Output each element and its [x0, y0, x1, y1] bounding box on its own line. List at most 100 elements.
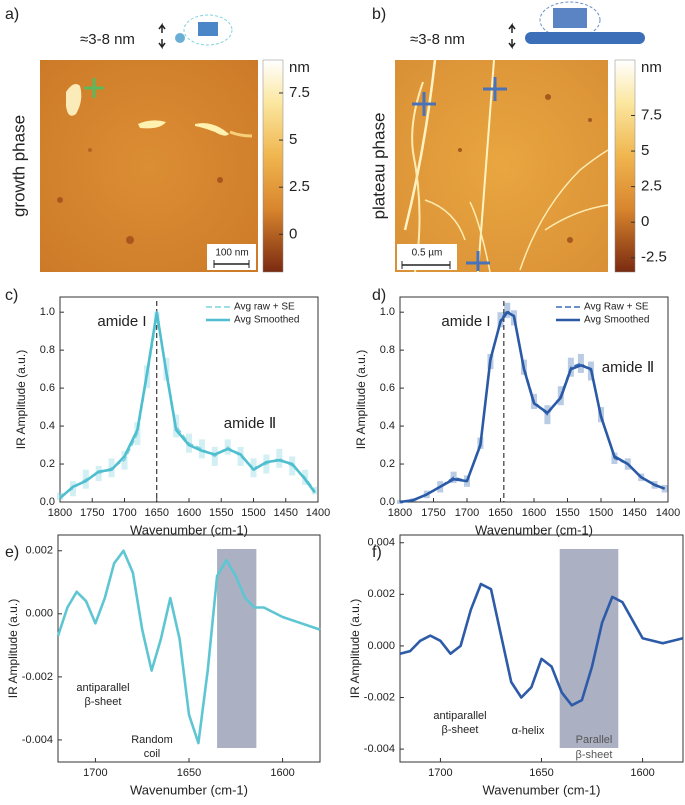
- afm-image: [40, 60, 258, 272]
- x-tick-label: 1600: [177, 507, 201, 519]
- annotation: α-helix: [512, 725, 545, 737]
- colorbar-tick-label: -2.5: [641, 249, 667, 266]
- shaded-region: [559, 549, 619, 748]
- annotation: β-sheet: [576, 749, 613, 761]
- y-axis-label: IR Amplitude (a.u.): [348, 599, 362, 698]
- x-axis-label: Wavenumber (cm-1): [475, 522, 593, 537]
- y-tick-label: 1.0: [380, 306, 395, 318]
- y-tick-label: -0.004: [22, 734, 53, 746]
- x-axis-label: Wavenumber (cm-1): [483, 782, 601, 797]
- annotation: Random: [131, 734, 173, 746]
- y-tick-label: 0.0: [40, 496, 55, 508]
- y-tick-label: 0.6: [40, 382, 55, 394]
- x-tick-label: 1600: [630, 767, 654, 779]
- annotation: antiparallel: [433, 710, 486, 722]
- x-tick-label: 1600: [270, 767, 294, 779]
- y-tick-label: 0.2: [40, 458, 55, 470]
- shaded-region: [217, 549, 257, 748]
- x-tick-label: 1800: [48, 507, 72, 519]
- colorbar-tick-label: 5: [641, 142, 649, 159]
- phase-label: growth phase: [9, 115, 28, 217]
- legend-label: Avg Raw + SE: [584, 302, 649, 313]
- colorbar-tick-label: 0: [641, 213, 649, 230]
- x-axis-label: Wavenumber (cm-1): [130, 782, 248, 797]
- y-tick-label: 0.6: [380, 382, 395, 394]
- y-tick-label: -0.004: [364, 743, 395, 755]
- scale-bar-label: 100 nm: [215, 248, 248, 259]
- x-tick-label: 1550: [555, 507, 579, 519]
- panel-label: f): [372, 544, 382, 561]
- y-axis-label: IR Amplitude (a.u.): [354, 350, 368, 449]
- y-tick-label: 0.4: [380, 420, 395, 432]
- y-tick-label: 0.0: [380, 496, 395, 508]
- x-tick-label: 1400: [656, 507, 680, 519]
- y-tick-label: 0.002: [367, 588, 395, 600]
- line-series: [56, 549, 321, 745]
- x-tick-label: 1650: [488, 507, 512, 519]
- phase-label: plateau phase: [369, 113, 388, 220]
- y-axis-label: IR Amplitude (a.u.): [14, 350, 28, 449]
- height-label: ≈3-8 nm: [410, 31, 465, 48]
- x-tick-label: 1650: [145, 507, 169, 519]
- x-tick-label: 1500: [589, 507, 613, 519]
- annotation: β-sheet: [442, 724, 479, 736]
- y-tick-label: 1.0: [40, 306, 55, 318]
- colorbar-tick-label: 7.5: [289, 84, 310, 101]
- annotation: β-sheet: [85, 696, 122, 708]
- x-tick-label: 1750: [80, 507, 104, 519]
- colorbar-label: nm: [289, 59, 310, 76]
- x-tick-label: 1750: [421, 507, 445, 519]
- line-series: [399, 310, 666, 504]
- x-tick-label: 1700: [428, 767, 452, 779]
- y-tick-label: 0.4: [40, 420, 55, 432]
- annotation: amide Ⅱ: [602, 359, 654, 376]
- y-axis-label: IR Amplitude (a.u.): [6, 599, 20, 698]
- annotation: amide I: [97, 313, 146, 330]
- x-tick-label: 1450: [274, 507, 298, 519]
- y-tick-label: 0.004: [367, 537, 395, 549]
- colorbar: [262, 59, 284, 273]
- x-tick-label: 1800: [388, 507, 412, 519]
- annotation: amide Ⅱ: [224, 415, 276, 432]
- y-tick-label: 0.002: [25, 545, 53, 557]
- panel-label: c): [5, 287, 18, 304]
- x-tick-label: 1650: [529, 767, 553, 779]
- y-tick-label: 0.8: [380, 344, 395, 356]
- y-tick-label: -0.002: [364, 691, 395, 703]
- scale-bar-label: 0.5 µm: [412, 248, 443, 259]
- line-series: [59, 310, 316, 500]
- y-tick-label: 0.000: [367, 640, 395, 652]
- panel-label: e): [5, 544, 19, 561]
- annotation: Parallel: [576, 734, 613, 746]
- y-tick-label: 0.000: [25, 608, 53, 620]
- x-tick-label: 1400: [306, 507, 330, 519]
- line-series: [399, 582, 684, 707]
- x-tick-label: 1500: [241, 507, 265, 519]
- x-tick-label: 1450: [622, 507, 646, 519]
- panel-label: a): [5, 6, 19, 23]
- colorbar-label: nm: [641, 59, 662, 76]
- x-axis-label: Wavenumber (cm-1): [130, 522, 248, 537]
- height-label: ≈3-8 nm: [80, 31, 135, 48]
- colorbar-tick-label: 0: [289, 225, 297, 242]
- afm-image: [395, 59, 609, 273]
- colorbar-tick-label: 7.5: [641, 106, 662, 123]
- x-tick-label: 1650: [177, 767, 201, 779]
- annotation: antiparallel: [76, 682, 129, 694]
- x-tick-label: 1700: [83, 767, 107, 779]
- legend-label: Avg Smoothed: [234, 315, 299, 326]
- legend-label: Avg raw + SE: [234, 302, 295, 313]
- y-tick-label: 0.2: [380, 458, 395, 470]
- plot-frame: [57, 534, 321, 763]
- panel-label: d): [372, 287, 386, 304]
- y-tick-label: -0.002: [22, 671, 53, 683]
- annotation: coil: [144, 748, 161, 760]
- cartoon: [158, 1, 645, 50]
- legend-label: Avg Smoothed: [584, 315, 649, 326]
- x-tick-label: 1600: [522, 507, 546, 519]
- colorbar-tick-label: 5: [289, 131, 297, 148]
- colorbar-tick-label: 2.5: [289, 178, 310, 195]
- panel-label: b): [372, 6, 386, 23]
